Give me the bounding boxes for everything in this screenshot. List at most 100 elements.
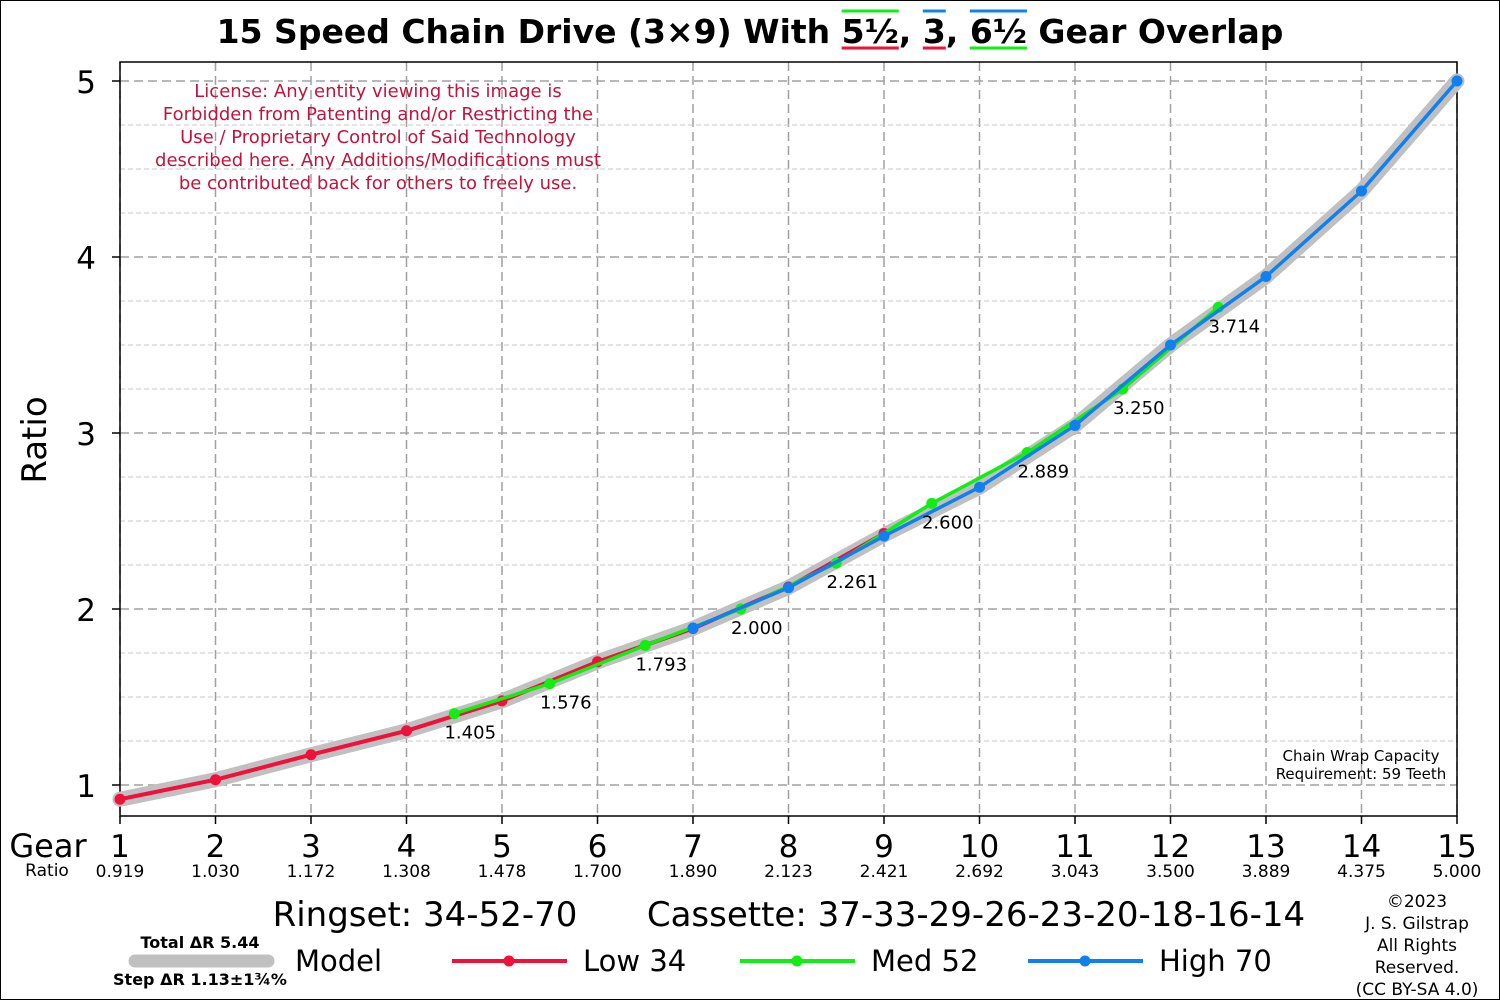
gear-ratio-label: 2.692 <box>955 862 1004 882</box>
legend: Total ΔR 5.44 Step ΔR 1.13±1¾% Model Low… <box>113 933 1272 989</box>
x-tick-label: 14 <box>1342 829 1381 865</box>
copyright-line: All Rights <box>1377 936 1457 956</box>
title-underlines <box>841 9 1027 50</box>
data-point <box>448 708 460 720</box>
gear-ratio-label: 3.043 <box>1051 862 1100 882</box>
step-delta-ratio: Step ΔR 1.13±1¾% <box>113 970 287 989</box>
gear-ratio-label: 4.375 <box>1337 862 1386 882</box>
gear-ratio-label: 1.308 <box>382 862 431 882</box>
data-label: 2.261 <box>826 572 878 593</box>
data-point <box>783 582 794 594</box>
x-tick-label: 11 <box>1055 829 1094 865</box>
license-line: be contributed back for others to freely… <box>179 173 577 194</box>
chain-wrap-line: Requirement: 59 Teeth <box>1276 765 1447 783</box>
overlap-low-high: 3 <box>923 12 946 51</box>
x-tick-label: 2 <box>206 829 226 865</box>
x-tick-label: 10 <box>960 829 999 865</box>
data-point <box>1356 185 1367 197</box>
legend-marker <box>503 955 515 967</box>
data-label: 2.000 <box>731 618 783 639</box>
license-line: Use / Proprietary Control of Said Techno… <box>180 127 576 148</box>
data-label: 1.576 <box>540 693 592 714</box>
gear-ratio-label: 1.700 <box>573 862 622 882</box>
data-label: 1.793 <box>635 654 687 675</box>
annotations: 1.405 1.576 1.793 2.000 2.261 2.600 2.889 3.250… <box>444 316 1260 743</box>
data-point <box>1165 339 1176 351</box>
gear-ratio-label: 3.500 <box>1146 862 1195 882</box>
copyright-line: Reserved. <box>1375 958 1460 978</box>
x-tick-label: 15 <box>1437 829 1476 865</box>
y-tick-label: 1 <box>76 769 96 805</box>
data-point <box>687 622 699 634</box>
x-tick-label: 4 <box>397 829 417 865</box>
data-label: 3.250 <box>1113 398 1165 419</box>
y-tick-label: 2 <box>76 593 96 629</box>
data-label: 1.405 <box>444 723 496 744</box>
y-tick-label: 3 <box>76 417 96 453</box>
x-tick-label: 9 <box>874 829 894 865</box>
license-line: License: Any entity viewing this image i… <box>194 81 561 102</box>
data-point <box>639 639 651 651</box>
data-point <box>1069 419 1081 431</box>
x-tick-label: 13 <box>1246 829 1285 865</box>
x-tick-label: 5 <box>492 829 512 865</box>
data-label: 2.600 <box>922 512 974 533</box>
data-point <box>401 725 412 737</box>
legend-label: Low 34 <box>583 944 686 978</box>
legend-marker <box>791 955 803 967</box>
gear-ratio-label: 5.000 <box>1433 862 1482 882</box>
x-tick-label: 1 <box>110 829 130 865</box>
y-axis-label: Ratio <box>15 396 55 483</box>
x-tick-label: 8 <box>779 829 799 865</box>
gear-ratio-label: 1.478 <box>478 862 527 882</box>
gear-ratio-label: 2.123 <box>764 862 813 882</box>
legend-label: High 70 <box>1159 944 1272 978</box>
copyright-line: ©2023 <box>1387 892 1447 912</box>
ratio-row-label: Ratio <box>25 861 69 881</box>
x-axis: 10.919 21.030 31.172 41.308 51.478 61.700 71.8… <box>96 816 1482 882</box>
gear-ratio-label: 1.890 <box>669 862 718 882</box>
cassette-label: Cassette: 37-33-29-26-23-20-18-16-14 <box>647 895 1305 935</box>
data-point <box>1451 75 1463 87</box>
data-point <box>544 678 556 690</box>
legend-label: Med 52 <box>871 944 978 978</box>
copyright-line: J. S. Gilstrap <box>1364 914 1469 934</box>
overlap-med-high: 6½ <box>970 12 1027 51</box>
gear-ratio-label: 1.030 <box>191 862 240 882</box>
x-tick-label: 7 <box>683 829 703 865</box>
x-tick-label: 3 <box>301 829 321 865</box>
data-point <box>974 481 985 493</box>
x-axis-label: Gear <box>9 827 87 865</box>
copyright-line: (CC BY-SA 4.0) <box>1356 980 1479 1000</box>
data-label: 3.714 <box>1208 316 1260 337</box>
gear-ratio-label: 3.889 <box>1242 862 1291 882</box>
data-point <box>114 793 126 805</box>
x-tick-label: 6 <box>588 829 608 865</box>
data-point <box>305 749 317 761</box>
chain-wrap-line: Chain Wrap Capacity <box>1283 747 1440 765</box>
total-delta-ratio: Total ΔR 5.44 <box>140 933 259 952</box>
license-line: described here. Any Additions/Modificati… <box>155 150 601 171</box>
data-point <box>926 497 938 509</box>
gear-ratio-label: 2.421 <box>860 862 909 882</box>
data-point <box>210 774 221 786</box>
data-label: 2.889 <box>1017 462 1069 483</box>
legend-marker <box>1079 955 1091 967</box>
grid <box>119 62 1458 816</box>
y-tick-label: 4 <box>76 241 96 277</box>
license-line: Forbidden from Patenting and/or Restrict… <box>163 104 593 125</box>
x-tick-label: 12 <box>1151 829 1190 865</box>
overlap-low-med: 5½ <box>842 12 899 51</box>
chart-title: 15 Speed Chain Drive (3×9) With 5½, 3, 6… <box>217 12 1284 51</box>
gear-ratio-label: 0.919 <box>96 862 145 882</box>
gear-ratio-label: 1.172 <box>287 862 336 882</box>
y-axis: 1 2 3 4 5 <box>76 65 120 805</box>
data-point <box>878 530 890 542</box>
legend-series: Low 34 Med 52 High 70 <box>452 944 1272 978</box>
series-lines <box>114 75 1463 805</box>
ringset-label: Ringset: 34-52-70 <box>273 895 578 935</box>
license-text: License: Any entity viewing this image i… <box>155 81 601 194</box>
